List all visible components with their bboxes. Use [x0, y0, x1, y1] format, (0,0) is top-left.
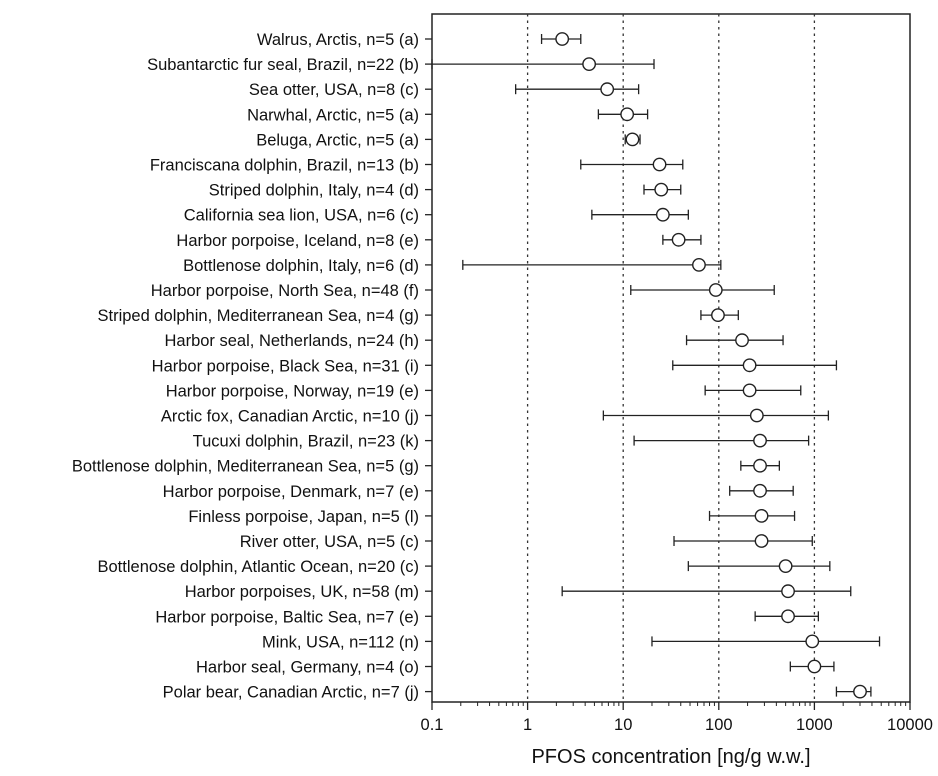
- data-point: [781, 584, 795, 599]
- data-point: [753, 483, 767, 498]
- category-label: River otter, USA, n=5 (c): [240, 533, 419, 551]
- data-point: [749, 408, 764, 423]
- data-point: [778, 559, 793, 573]
- data-point: [781, 609, 795, 624]
- category-label: Beluga, Arctic, n=5 (a): [256, 131, 419, 149]
- data-point: [600, 82, 615, 97]
- category-label: Narwhal, Arctic, n=5 (a): [247, 106, 419, 124]
- category-label: Sea otter, USA, n=8 (c): [249, 81, 419, 99]
- x-tick-label: 10: [614, 716, 632, 734]
- data-point: [853, 684, 867, 699]
- data-point: [655, 207, 670, 222]
- category-label: Harbor porpoise, North Sea, n=48 (f): [151, 282, 419, 300]
- data-point: [711, 308, 725, 322]
- data-point: [654, 182, 669, 197]
- x-tick-label: 10000: [887, 716, 933, 734]
- category-label: Harbor porpoise, Denmark, n=7 (e): [163, 483, 419, 501]
- data-point: [582, 57, 597, 71]
- reference-lines: [526, 14, 816, 702]
- data-point: [742, 383, 757, 398]
- category-labels: Walrus, Arctis, n=5 (a) Subantarctic fur …: [72, 31, 432, 702]
- data-point: [754, 534, 769, 548]
- x-tick-label: 100: [705, 716, 733, 734]
- category-label: Harbor seal, Netherlands, n=24 (h): [164, 332, 419, 350]
- category-label: Walrus, Arctis, n=5 (a): [257, 31, 419, 49]
- category-label: Tucuxi dolphin, Brazil, n=23 (k): [193, 433, 419, 451]
- category-label: Finless porpoise, Japan, n=5 (l): [188, 508, 419, 526]
- category-label: Arctic fox, Canadian Arctic, n=10 (j): [161, 408, 419, 426]
- category-label: Harbor porpoise, Norway, n=19 (e): [166, 382, 419, 400]
- category-label: Striped dolphin, Italy, n=4 (d): [209, 182, 419, 200]
- data-point: [742, 358, 757, 373]
- x-tick-label: 0.1: [421, 716, 444, 734]
- data-point: [555, 32, 570, 46]
- x-tick-label: 1: [523, 716, 532, 734]
- x-tick-label: 1000: [796, 716, 833, 734]
- category-label: Harbor porpoise, Black Sea, n=31 (i): [152, 357, 419, 375]
- x-axis: 0.1 1 10 100 1000 10000: [421, 702, 933, 734]
- data-point: [754, 509, 769, 523]
- data-point: [620, 107, 635, 122]
- data-point: [805, 634, 820, 649]
- category-label: Bottlenose dolphin, Atlantic Ocean, n=20…: [98, 558, 420, 576]
- category-label: Polar bear, Canadian Arctic, n=7 (j): [163, 684, 419, 702]
- data-point: [692, 257, 706, 272]
- category-label: Striped dolphin, Mediterranean Sea, n=4 …: [98, 307, 420, 325]
- error-bars: [431, 32, 881, 699]
- category-label: California sea lion, USA, n=6 (c): [184, 207, 419, 225]
- data-point: [671, 232, 686, 247]
- plot-frame: [431, 13, 911, 703]
- category-label: Harbor porpoise, Baltic Sea, n=7 (e): [155, 608, 419, 626]
- category-label: Subantarctic fur seal, Brazil, n=22 (b): [147, 56, 419, 74]
- category-label: Franciscana dolphin, Brazil, n=13 (b): [150, 157, 419, 175]
- data-point: [753, 458, 767, 473]
- data-point: [807, 659, 822, 674]
- data-point: [735, 333, 749, 348]
- data-point: [625, 132, 640, 147]
- category-label: Harbor seal, Germany, n=4 (o): [196, 659, 419, 677]
- category-label: Harbor porpoise, Iceland, n=8 (e): [176, 232, 419, 250]
- category-label: Bottlenose dolphin, Italy, n=6 (d): [183, 257, 419, 275]
- category-label: Mink, USA, n=112 (n): [262, 633, 419, 651]
- data-point: [652, 157, 667, 172]
- x-axis-title: PFOS concentration [ng/g w.w.]: [531, 746, 810, 768]
- category-label: Harbor porpoises, UK, n=58 (m): [185, 583, 419, 601]
- data-point: [753, 433, 767, 448]
- data-point: [708, 283, 723, 297]
- category-label: Bottlenose dolphin, Mediterranean Sea, n…: [72, 458, 419, 476]
